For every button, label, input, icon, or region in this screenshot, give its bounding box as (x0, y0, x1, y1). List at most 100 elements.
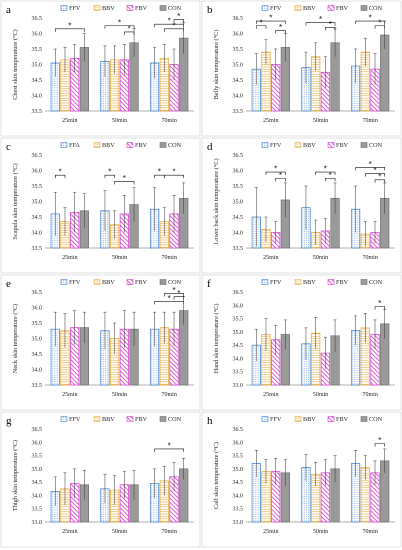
legend-label-fbv: FBV (336, 279, 349, 286)
significance-star: * (172, 168, 175, 177)
legend-swatch-fbv (327, 416, 335, 422)
panel-letter: h (207, 415, 213, 427)
significance-bracket (255, 25, 267, 29)
legend-swatch-con (159, 142, 167, 148)
legend-label-bbv: BBV (102, 279, 115, 286)
y-tick-label: 35.5 (233, 454, 244, 460)
y-tick-label: 34.5 (233, 480, 244, 486)
legend-swatch-con (360, 416, 368, 422)
legend-label-ffv: FFV (69, 5, 81, 12)
y-tick-label: 36.5 (32, 290, 43, 296)
x-tick-label: 25min (62, 392, 77, 398)
y-tick-label: 34.5 (233, 343, 244, 349)
y-tick-label: 35.0 (32, 467, 43, 473)
y-tick-label: 34.0 (32, 94, 43, 100)
x-tick-label: 25min (263, 392, 278, 398)
x-tick-label: 50min (313, 392, 328, 398)
legend-label-bbv: BBV (102, 142, 115, 149)
significance-star: * (168, 17, 171, 26)
y-tick-label: 35.0 (233, 467, 244, 473)
legend-label-con: CON (168, 279, 182, 286)
panel-frame (0, 137, 201, 274)
significance-bracket (275, 30, 286, 34)
y-tick-label: 33.5 (32, 246, 43, 252)
legend-swatch-con (360, 142, 368, 148)
y-tick-label: 34.5 (32, 215, 43, 221)
x-tick-label: 50min (313, 118, 328, 124)
significance-bracket (54, 174, 66, 179)
y-tick-label: 36.0 (233, 169, 244, 175)
legend-label-fbv: FBV (135, 279, 148, 286)
x-tick-label: 50min (313, 529, 328, 535)
legend-label-fbv: FBV (336, 416, 349, 423)
panel-frame (0, 411, 201, 548)
significance-star: * (378, 172, 381, 181)
significance-star: * (378, 299, 381, 308)
significance-bracket (154, 301, 185, 305)
y-tick-label: 35.5 (233, 184, 244, 190)
y-tick-label: 33.5 (233, 109, 244, 115)
legend-swatch-fbv (126, 5, 134, 11)
significance-star: * (168, 294, 171, 303)
x-tick-label: 50min (112, 392, 127, 398)
significance-star: * (369, 14, 372, 23)
significance-bracket (104, 174, 115, 179)
x-tick-label: 25min (62, 255, 77, 261)
legend-label-ffv: FFV (270, 416, 282, 423)
legend-label-ffv: FFV (270, 279, 282, 286)
y-tick-label: 34.5 (32, 480, 43, 486)
legend-label-con: CON (369, 416, 383, 423)
significance-bracket (374, 25, 386, 29)
legend-swatch-fbv (327, 279, 335, 285)
y-tick-label: 35.0 (32, 337, 43, 343)
legend-label-bbv: BBV (303, 416, 316, 423)
legend-swatch-bbv (294, 416, 302, 422)
legend-label-ffv: FFV (270, 142, 282, 149)
y-tick-label: 35.5 (233, 317, 244, 323)
legend-swatch-ffv (261, 279, 269, 285)
legend-label-fbv: FBV (135, 5, 148, 12)
y-tick-label: 36.5 (233, 16, 244, 22)
y-tick-label: 35.5 (32, 321, 43, 327)
significance-bracket (305, 22, 336, 26)
legend-label-ffv: FFV (69, 416, 81, 423)
legend-label-bbv: BBV (102, 5, 115, 12)
significance-bracket (325, 177, 336, 182)
x-tick-label: 25min (263, 255, 278, 261)
legend-label-con: CON (168, 142, 182, 149)
significance-bracket (173, 296, 185, 300)
panel-letter: d (207, 141, 213, 153)
x-tick-label: 25min (62, 118, 77, 124)
y-axis-title: Scapula skin temperature (°C) (12, 163, 19, 239)
y-axis-title: Calf skin temperature (°C) (213, 442, 220, 509)
significance-star: * (123, 174, 126, 183)
significance-bracket (164, 174, 185, 179)
significance-star: * (108, 168, 111, 177)
y-tick-label: 35.5 (32, 47, 43, 53)
significance-star: * (172, 286, 175, 295)
chart-panel-g: g Thigh skin temperature (°C) 33.0 33.5 34.0… (0, 411, 201, 548)
panel-frame (201, 137, 402, 274)
legend-swatch-fbv (327, 142, 335, 148)
legend-swatch-fbv (126, 142, 134, 148)
legend-swatch-bbv (294, 279, 302, 285)
y-tick-label: 36.5 (32, 16, 43, 22)
y-tick-label: 36.5 (32, 427, 43, 433)
legend-swatch-con (159, 416, 167, 422)
y-tick-label: 35.0 (233, 200, 244, 206)
x-tick-label: 50min (313, 255, 328, 261)
legend-swatch-bbv (93, 5, 101, 11)
y-tick-label: 36.0 (233, 303, 244, 309)
legend-swatch-fbv (126, 416, 134, 422)
significance-bracket (114, 181, 135, 185)
y-tick-label: 36.5 (233, 153, 244, 159)
y-tick-label: 35.5 (233, 47, 244, 53)
panel-letter: c (6, 141, 11, 153)
significance-bracket (374, 306, 386, 310)
y-tick-label: 33.0 (233, 383, 244, 389)
significance-bracket (374, 179, 386, 183)
legend-swatch-ffa (60, 142, 68, 148)
significance-bracket (374, 443, 386, 447)
y-tick-label: 35.5 (32, 184, 43, 190)
